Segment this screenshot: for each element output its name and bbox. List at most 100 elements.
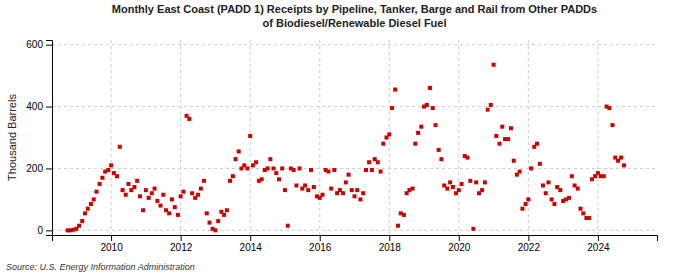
- x-axis: 20102012201420162018202020222024: [53, 235, 658, 253]
- y-tick-mark: [46, 107, 52, 108]
- x-tick-mark: [598, 235, 599, 241]
- point: [431, 106, 435, 110]
- point: [292, 168, 296, 172]
- point: [303, 183, 307, 187]
- y-tick-mark: [46, 45, 52, 46]
- point: [538, 162, 542, 166]
- point: [202, 179, 206, 183]
- x-tick: 2014: [240, 235, 263, 253]
- point: [158, 204, 162, 208]
- x-tick-label: 2010: [100, 242, 123, 253]
- point: [552, 202, 556, 206]
- point: [121, 188, 125, 192]
- point: [520, 207, 524, 211]
- point: [245, 166, 249, 170]
- x-tick-mark: [389, 235, 390, 241]
- point: [387, 132, 391, 136]
- point: [260, 177, 264, 181]
- point: [80, 219, 84, 223]
- y-tick: 0: [37, 225, 52, 236]
- y-axis-line: [46, 41, 53, 236]
- point: [271, 166, 275, 170]
- point: [92, 197, 96, 201]
- x-grid-line: [180, 40, 181, 235]
- point: [205, 211, 209, 215]
- point: [434, 123, 438, 127]
- point: [190, 191, 194, 195]
- chart: Monthly East Coast (PADD 1) Receipts by …: [0, 0, 675, 275]
- title: Monthly East Coast (PADD 1) Receipts by …: [112, 3, 597, 29]
- point: [126, 182, 130, 186]
- point: [228, 179, 232, 183]
- point: [298, 166, 302, 170]
- x-tick-mark: [320, 235, 321, 241]
- grid: [52, 40, 657, 235]
- point: [393, 88, 397, 92]
- x-tick-mark: [181, 235, 182, 241]
- point: [579, 207, 583, 211]
- x-tick: 2016: [309, 235, 332, 253]
- point: [309, 168, 313, 172]
- point: [144, 188, 148, 192]
- x-tick-mark: [459, 235, 460, 241]
- point: [89, 202, 93, 206]
- point: [179, 194, 183, 198]
- point: [225, 208, 229, 212]
- x-tick: 2022: [518, 235, 541, 253]
- point: [355, 188, 359, 192]
- x-grid-line: [389, 40, 390, 235]
- point: [567, 196, 571, 200]
- point: [489, 103, 493, 107]
- point: [170, 197, 174, 201]
- point: [248, 134, 252, 138]
- point: [286, 224, 290, 228]
- point: [208, 221, 212, 225]
- point: [445, 187, 449, 191]
- point: [176, 213, 180, 217]
- point: [419, 125, 423, 129]
- point: [425, 103, 429, 107]
- point: [132, 185, 136, 189]
- point: [619, 156, 623, 160]
- point: [326, 170, 330, 174]
- x-tick: 2012: [170, 235, 193, 253]
- point: [581, 211, 585, 215]
- x-grid-line: [528, 40, 529, 235]
- point: [95, 190, 99, 194]
- point: [500, 125, 504, 129]
- points: [66, 63, 626, 233]
- point: [480, 188, 484, 192]
- point: [483, 180, 487, 184]
- point: [512, 159, 516, 163]
- point: [280, 166, 284, 170]
- x-tick-mark: [111, 235, 112, 241]
- point: [570, 174, 574, 178]
- point: [277, 177, 281, 181]
- point: [306, 188, 310, 192]
- point: [332, 168, 336, 172]
- point: [518, 170, 522, 174]
- plot: 2010201220142016201820202022202402004006…: [26, 39, 657, 253]
- point: [181, 190, 185, 194]
- point: [506, 137, 510, 141]
- point: [367, 160, 371, 164]
- y-grid-line: [52, 230, 657, 231]
- point: [544, 191, 548, 195]
- y-tick: 600: [26, 39, 52, 50]
- point: [350, 188, 354, 192]
- x-tick-label: 2024: [587, 242, 610, 253]
- point: [222, 213, 226, 217]
- point: [396, 224, 400, 228]
- point: [492, 63, 496, 67]
- point: [428, 86, 432, 90]
- point: [358, 197, 362, 201]
- annotation: Source: U.S. Energy Information Administ…: [6, 262, 195, 272]
- title-line: of Biodiesel/Renewable Diesel Fuel: [263, 17, 447, 29]
- point: [274, 171, 278, 175]
- point: [468, 179, 472, 183]
- point: [439, 157, 443, 161]
- point: [341, 191, 345, 195]
- point: [216, 219, 220, 223]
- point: [413, 142, 417, 146]
- x-tick-label: 2022: [518, 242, 541, 253]
